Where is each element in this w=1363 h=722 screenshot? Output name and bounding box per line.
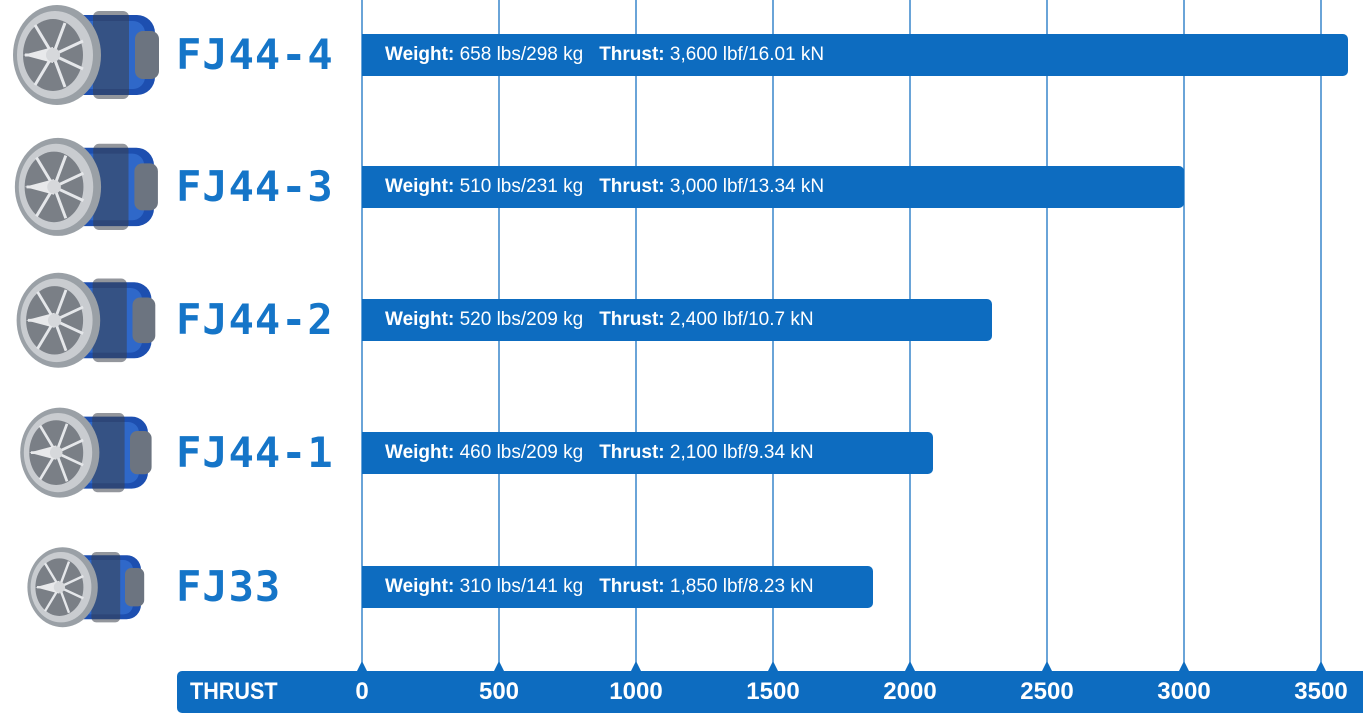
thrust-value: 2,400 lbf/10.7 kN bbox=[664, 309, 814, 330]
tick-marker-2000 bbox=[905, 661, 915, 671]
tick-marker-1000 bbox=[631, 661, 641, 671]
thrust-prefix: Thrust: bbox=[599, 576, 665, 597]
weight-value: 658 lbs/298 kg bbox=[454, 44, 584, 65]
bar-fj44-3: Weight: 510 lbs/231 kg Thrust: 3,000 lbf/… bbox=[362, 166, 1184, 208]
engine-image-fj44-3 bbox=[7, 134, 164, 245]
weight-prefix: Weight: bbox=[385, 309, 455, 330]
weight-value: 310 lbs/141 kg bbox=[454, 576, 584, 597]
engine-label-fj44-3: FJ44-3 bbox=[176, 162, 334, 211]
tick-label-0: 0 bbox=[355, 678, 369, 705]
weight-value: 520 lbs/209 kg bbox=[454, 309, 584, 330]
thrust-value: 2,100 lbf/9.34 kN bbox=[664, 442, 814, 463]
engine-image-fj44-2 bbox=[9, 269, 161, 377]
weight-prefix: Weight: bbox=[385, 442, 455, 463]
x-axis-bar bbox=[177, 671, 1363, 713]
tick-label-500: 500 bbox=[478, 678, 520, 705]
weight-value: 460 lbs/209 kg bbox=[454, 442, 584, 463]
tick-label-1500: 1500 bbox=[746, 678, 800, 705]
tick-label-3500: 3500 bbox=[1294, 678, 1348, 705]
tick-label-2500: 2500 bbox=[1020, 678, 1074, 705]
bar-fj44-1: Weight: 460 lbs/209 kg Thrust: 2,100 lbf/… bbox=[362, 432, 934, 474]
weight-prefix: Weight: bbox=[385, 576, 455, 597]
weight-prefix: Weight: bbox=[385, 176, 455, 197]
bar-fj33: Weight: 310 lbs/141 kg Thrust: 1,850 lbf/… bbox=[362, 566, 873, 608]
engine-image-fj33 bbox=[21, 544, 149, 635]
tick-marker-1500 bbox=[768, 661, 778, 671]
thrust-value: 1,850 lbf/8.23 kN bbox=[664, 576, 814, 597]
engine-label-fj44-4: FJ44-4 bbox=[176, 30, 334, 79]
bar-fj44-2: Weight: 520 lbs/209 kg Thrust: 2,400 lbf/… bbox=[362, 299, 993, 341]
weight-value: 510 lbs/231 kg bbox=[454, 176, 584, 197]
tick-label-1000: 1000 bbox=[609, 678, 663, 705]
engine-label-fj33: FJ33 bbox=[176, 562, 282, 611]
tick-label-3000: 3000 bbox=[1157, 678, 1211, 705]
tick-marker-0 bbox=[357, 661, 367, 671]
x-axis-title: THRUST bbox=[190, 678, 278, 705]
engine-label-fj44-1: FJ44-1 bbox=[176, 428, 334, 477]
tick-marker-500 bbox=[494, 661, 504, 671]
tick-label-2000: 2000 bbox=[883, 678, 937, 705]
engine-image-fj44-4 bbox=[5, 1, 165, 114]
tick-marker-2500 bbox=[1042, 661, 1052, 671]
bar-fj44-4: Weight: 658 lbs/298 kg Thrust: 3,600 lbf/… bbox=[362, 34, 1349, 76]
engine-image-fj44-1 bbox=[13, 404, 157, 506]
engine-label-fj44-2: FJ44-2 bbox=[176, 295, 334, 344]
thrust-value: 3,000 lbf/13.34 kN bbox=[664, 176, 825, 197]
thrust-prefix: Thrust: bbox=[599, 176, 665, 197]
thrust-prefix: Thrust: bbox=[599, 442, 665, 463]
thrust-prefix: Thrust: bbox=[599, 44, 665, 65]
weight-prefix: Weight: bbox=[385, 44, 455, 65]
thrust-prefix: Thrust: bbox=[599, 309, 665, 330]
thrust-value: 3,600 lbf/16.01 kN bbox=[664, 44, 825, 65]
tick-marker-3500 bbox=[1316, 661, 1326, 671]
tick-marker-3000 bbox=[1179, 661, 1189, 671]
